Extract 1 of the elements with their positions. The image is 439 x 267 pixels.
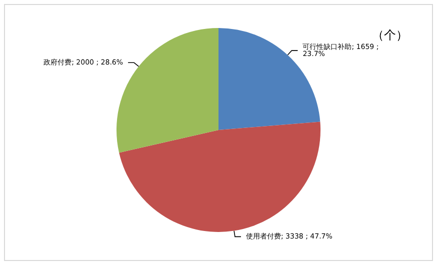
text: （个） — [372, 28, 408, 42]
